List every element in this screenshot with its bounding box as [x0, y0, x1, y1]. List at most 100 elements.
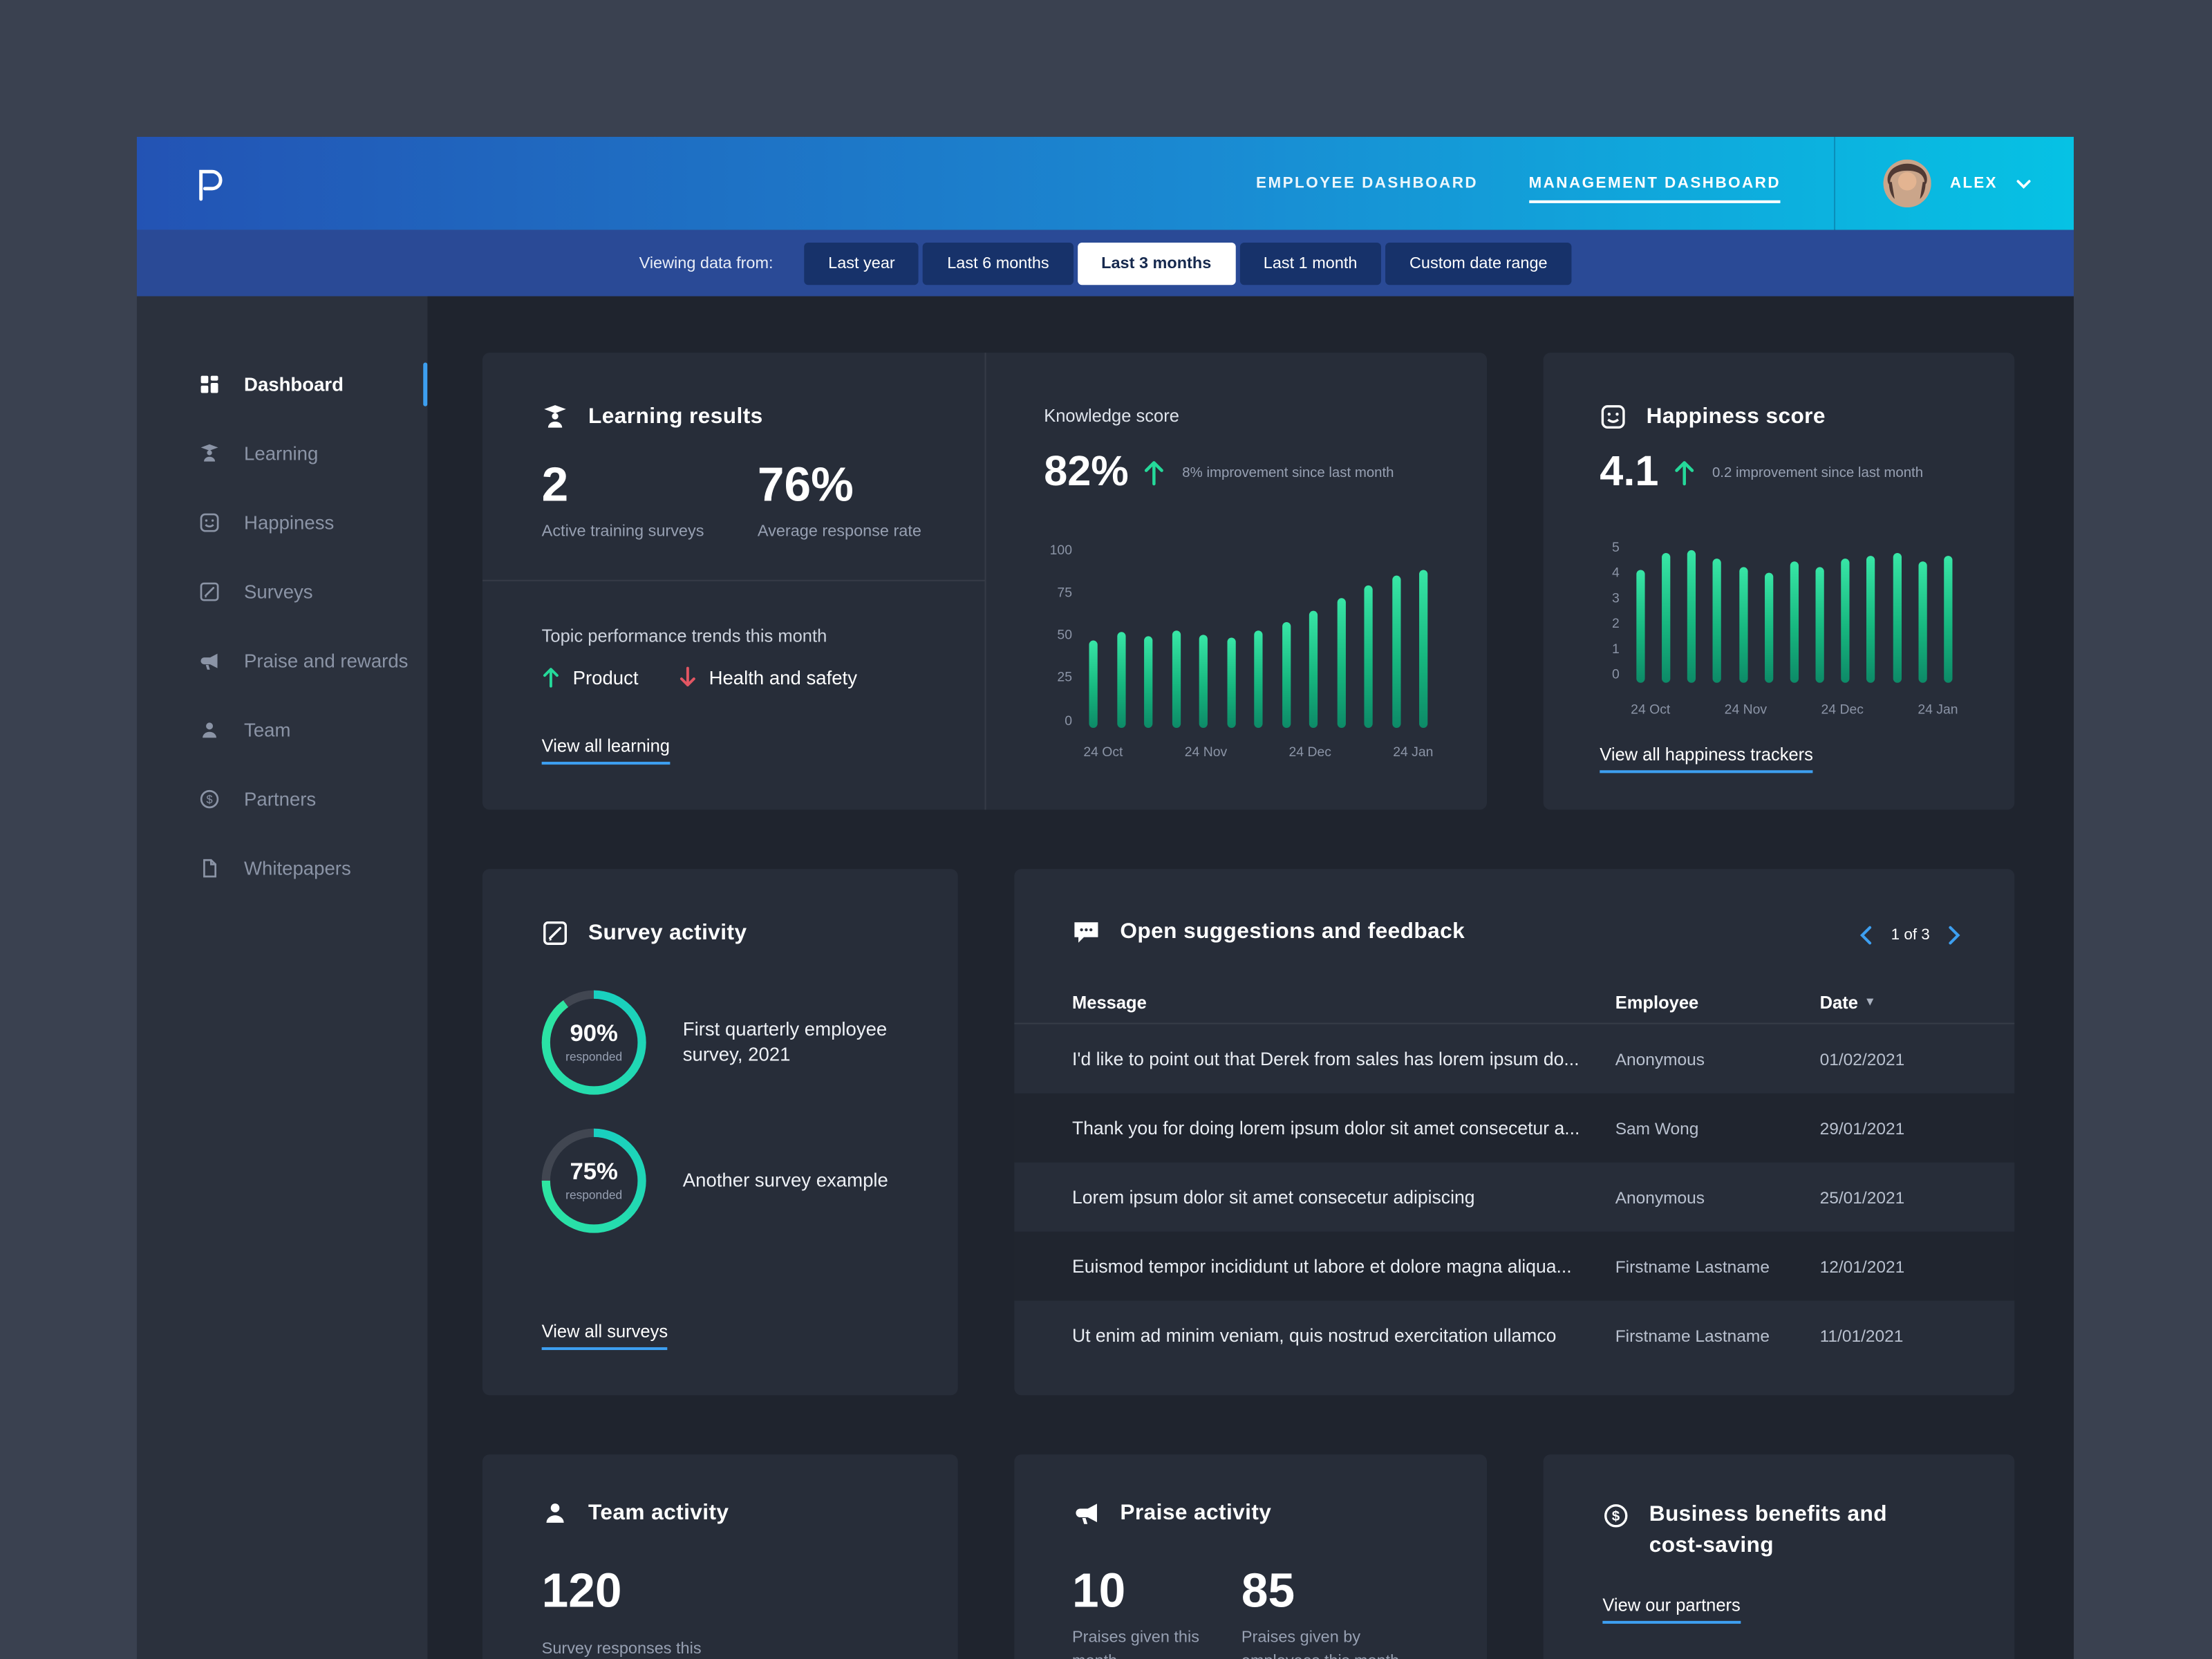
- chart-bar: [1918, 561, 1927, 683]
- praise-stats: 10 Praises given this month 85 Praises g…: [1072, 1567, 1427, 1659]
- filter-last-1-month[interactable]: Last 1 month: [1239, 242, 1381, 284]
- card-title-row: Happiness score: [1600, 404, 1826, 431]
- chart-bar: [1337, 598, 1345, 728]
- page: EMPLOYEE DASHBOARD MANAGEMENT DASHBOARD …: [0, 0, 2212, 1659]
- filter-custom-date-range[interactable]: Custom date range: [1385, 242, 1571, 284]
- x-axis: 24 Oct 24 Nov 24 Dec 24 Jan: [1631, 702, 1958, 718]
- praise-activity-card: Praise activity 10 Praises given this mo…: [1014, 1454, 1487, 1659]
- megaphone-icon: [199, 650, 221, 672]
- filter-last-3-months[interactable]: Last 3 months: [1077, 242, 1235, 284]
- sidebar-item-team[interactable]: Team: [137, 695, 427, 765]
- team-stat-label: Survey responses this month: [542, 1638, 711, 1659]
- chart-bar: [1765, 573, 1773, 683]
- filter-label: Viewing data from:: [639, 254, 774, 271]
- chart-bar: [1116, 632, 1125, 728]
- view-all-learning-link[interactable]: View all learning: [542, 736, 670, 765]
- sidebar-item-dashboard[interactable]: Dashboard: [137, 350, 427, 419]
- nav-employee-dashboard[interactable]: EMPLOYEE DASHBOARD: [1256, 175, 1478, 191]
- business-benefits-card: $ Business benefits and cost-saving View…: [1544, 1454, 2015, 1659]
- card-title-row: Praise activity: [1074, 1499, 1271, 1526]
- suggestion-employee: Anonymous: [1615, 1187, 1820, 1207]
- suggestion-row[interactable]: Ut enim ad minim veniam, quis nostrud ex…: [1014, 1301, 2014, 1370]
- column-header-message: Message: [1072, 993, 1615, 1013]
- trend-down: Health and safety: [678, 666, 857, 688]
- donut-chart-75: 75% responded: [542, 1129, 646, 1233]
- team-stat-value: 120: [542, 1567, 622, 1615]
- knowledge-delta: 8% improvement since last month: [1182, 465, 1394, 480]
- suggestion-message: Lorem ipsum dolor sit amet consecetur ad…: [1072, 1186, 1615, 1208]
- divider: [482, 580, 985, 581]
- sidebar-item-happiness[interactable]: Happiness: [137, 488, 427, 557]
- card-title-row: Team activity: [542, 1499, 729, 1526]
- date-range-segmented-control: Last year Last 6 months Last 3 months La…: [804, 242, 1571, 284]
- column-header-date[interactable]: Date ▾: [1820, 993, 1957, 1013]
- filter-last-6-months[interactable]: Last 6 months: [924, 242, 1074, 284]
- user-name: ALEX: [1950, 175, 1998, 191]
- card-title: Team activity: [588, 1500, 729, 1526]
- suggestion-message: Ut enim ad minim veniam, quis nostrud ex…: [1072, 1324, 1615, 1346]
- chart-bar: [1254, 630, 1262, 728]
- trends-title: Topic performance trends this month: [542, 626, 827, 646]
- suggestion-row[interactable]: I'd like to point out that Derek from sa…: [1014, 1024, 2014, 1094]
- card-title-row: $ Business benefits and cost-saving: [1602, 1499, 1891, 1561]
- chevron-right-icon: [1948, 926, 1960, 946]
- stat-value: 85: [1241, 1567, 1427, 1615]
- survey-ring-row: 75% responded Another survey example: [542, 1129, 926, 1233]
- chart-bar: [1867, 556, 1875, 683]
- trend-label: Health and safety: [709, 666, 857, 688]
- suggestion-row[interactable]: Lorem ipsum dolor sit amet consecetur ad…: [1014, 1163, 2014, 1232]
- card-title-row: Survey activity: [542, 920, 747, 947]
- chart-bar: [1816, 567, 1824, 682]
- stat-label: Active training surveys: [542, 521, 758, 544]
- chart-bar: [1687, 550, 1696, 683]
- trend-up: Product: [542, 666, 639, 688]
- graduation-icon: [542, 404, 569, 431]
- nav-management-dashboard[interactable]: MANAGEMENT DASHBOARD: [1528, 175, 1781, 203]
- dollar-circle-icon: $: [199, 789, 221, 810]
- suggestion-date: 29/01/2021: [1820, 1118, 1957, 1138]
- sidebar-item-learning[interactable]: Learning: [137, 419, 427, 488]
- donut-percent: 75%: [570, 1160, 617, 1184]
- happiness-bar-chart: 5 4 3 2 1 0: [1600, 542, 1958, 683]
- view-all-surveys-link[interactable]: View all surveys: [542, 1322, 668, 1350]
- prev-page-button[interactable]: [1860, 926, 1873, 946]
- donut-percent: 90%: [570, 1022, 617, 1046]
- suggestion-date: 01/02/2021: [1820, 1049, 1957, 1069]
- card-title: Survey activity: [588, 921, 747, 946]
- sidebar-item-praise-and-rewards[interactable]: Praise and rewards: [137, 626, 427, 695]
- stat-value: 76%: [758, 461, 921, 509]
- arrow-down-icon: [678, 666, 697, 688]
- brand-logo[interactable]: [191, 164, 227, 203]
- table-header: Message Employee Date ▾: [1014, 982, 2014, 1024]
- survey-activity-card: Survey activity 90% responded First quar…: [482, 869, 958, 1395]
- card-title: Happiness score: [1647, 404, 1826, 430]
- suggestion-row[interactable]: Euismod tempor incididunt ut labore et d…: [1014, 1232, 2014, 1301]
- happiness-score-card: Happiness score 4.1 0.2 improvement sinc…: [1544, 353, 2015, 809]
- document-icon: [199, 858, 221, 879]
- next-page-button[interactable]: [1948, 926, 1960, 946]
- happiness-delta: 0.2 improvement since last month: [1712, 465, 1923, 480]
- learning-results-section: Learning results 2 Active training surve…: [482, 353, 985, 809]
- view-all-happiness-link[interactable]: View all happiness trackers: [1600, 745, 1813, 774]
- sidebar-item-whitepapers[interactable]: Whitepapers: [137, 834, 427, 903]
- sidebar-item-label: Partners: [244, 789, 316, 810]
- megaphone-icon: [1074, 1499, 1100, 1526]
- chart-bar: [1309, 610, 1318, 728]
- column-header-employee: Employee: [1615, 993, 1820, 1013]
- chart-bar: [1636, 570, 1644, 682]
- sidebar-item-label: Dashboard: [244, 374, 344, 395]
- card-title: Praise activity: [1120, 1500, 1271, 1526]
- chat-bubble-icon: [1072, 920, 1100, 946]
- stat-active-surveys: 2 Active training surveys: [542, 461, 758, 544]
- sidebar-item-partners[interactable]: $ Partners: [137, 765, 427, 834]
- y-axis: 100 75 50 25 0: [1044, 545, 1072, 728]
- suggestion-message: Euismod tempor incididunt ut labore et d…: [1072, 1255, 1615, 1277]
- filter-last-year[interactable]: Last year: [804, 242, 919, 284]
- sidebar-item-label: Praise and rewards: [244, 650, 408, 672]
- user-menu[interactable]: ALEX: [1835, 137, 2074, 230]
- stat-praises-given: 10 Praises given this month: [1072, 1567, 1241, 1659]
- chart-bar: [1089, 640, 1097, 728]
- view-our-partners-link[interactable]: View our partners: [1602, 1595, 1740, 1624]
- sidebar-item-surveys[interactable]: Surveys: [137, 557, 427, 626]
- suggestion-row[interactable]: Thank you for doing lorem ipsum dolor si…: [1014, 1094, 2014, 1163]
